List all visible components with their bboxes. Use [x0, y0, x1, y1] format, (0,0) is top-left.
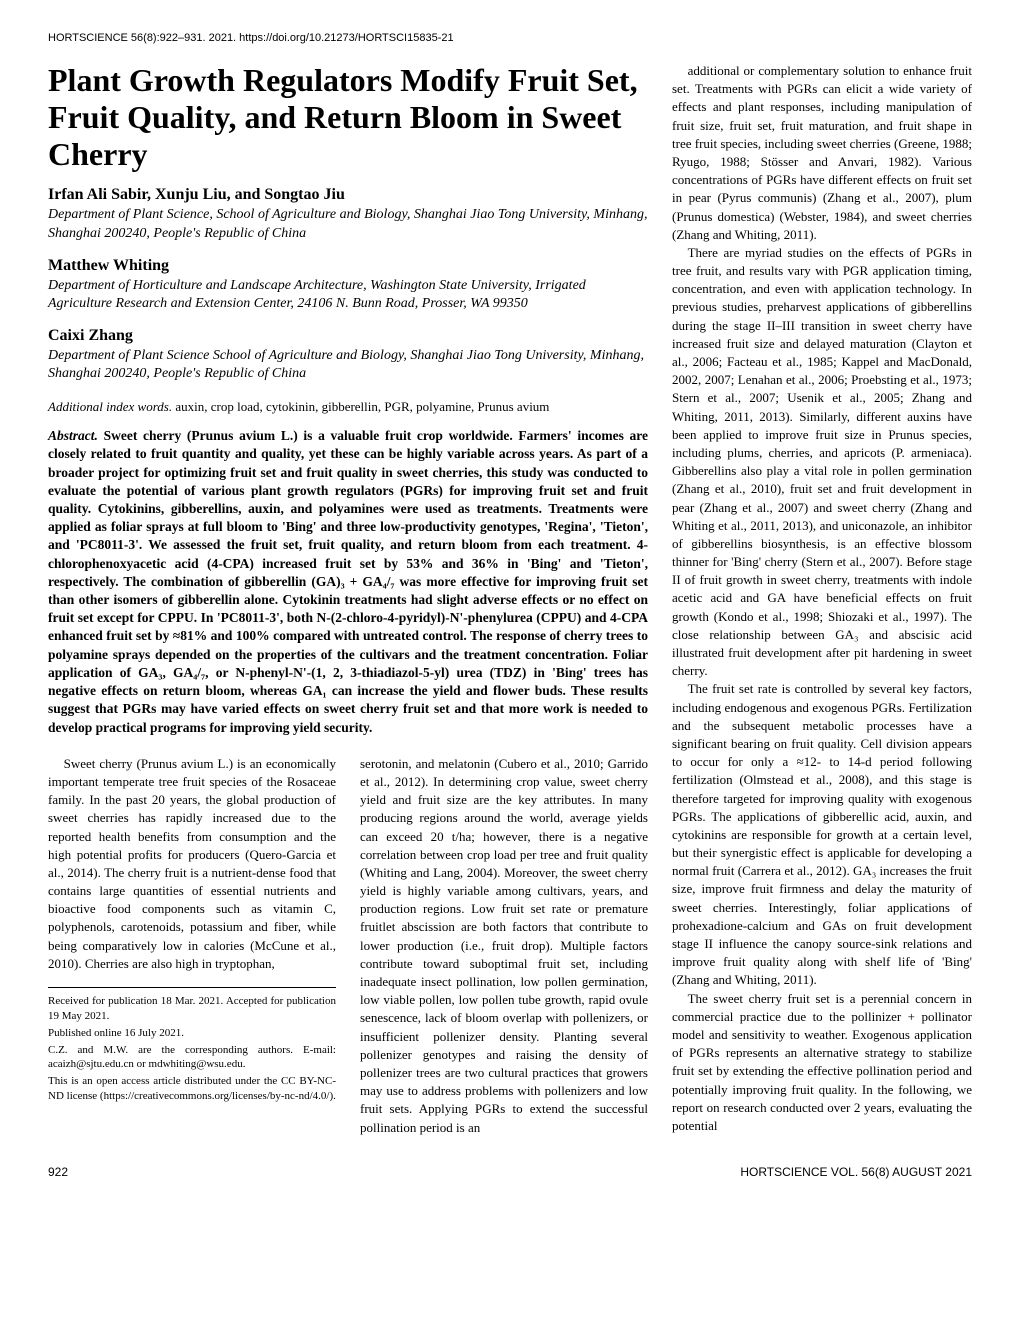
body-columns: Sweet cherry (Prunus avium L.) is an eco… — [48, 755, 648, 1137]
author-names: Caixi Zhang — [48, 327, 648, 345]
abstract-label: Abstract. — [48, 428, 98, 443]
keywords: Additional index words. auxin, crop load… — [48, 398, 648, 416]
author-affiliation: Department of Plant Science, School of A… — [48, 206, 648, 242]
author-names: Matthew Whiting — [48, 257, 648, 275]
keywords-text: auxin, crop load, cytokinin, gibberellin… — [172, 399, 549, 414]
author-block-1: Irfan Ali Sabir, Xunju Liu, and Songtao … — [48, 186, 648, 242]
author-names: Irfan Ali Sabir, Xunju Liu, and Songtao … — [48, 186, 648, 204]
body-paragraph: The sweet cherry fruit set is a perennia… — [672, 990, 972, 1136]
author-block-2: Matthew Whiting Department of Horticultu… — [48, 257, 648, 313]
author-block-3: Caixi Zhang Department of Plant Science … — [48, 327, 648, 383]
body-paragraph: Sweet cherry (Prunus avium L.) is an eco… — [48, 755, 336, 973]
page-number: 922 — [48, 1165, 68, 1179]
body-paragraph: additional or complementary solution to … — [672, 62, 972, 244]
body-paragraph: The fruit set rate is controlled by seve… — [672, 680, 972, 989]
article-title: Plant Growth Regulators Modify Fruit Set… — [48, 62, 648, 172]
footnote-license: This is an open access article distribut… — [48, 1074, 336, 1104]
body-paragraph: serotonin, and melatonin (Cubero et al.,… — [360, 755, 648, 1137]
body-paragraph: There are myriad studies on the effects … — [672, 244, 972, 681]
keywords-label: Additional index words. — [48, 399, 172, 414]
author-affiliation: Department of Horticulture and Landscape… — [48, 277, 648, 313]
author-affiliation: Department of Plant Science School of Ag… — [48, 347, 648, 383]
right-column: additional or complementary solution to … — [672, 62, 972, 1137]
footnote-published: Published online 16 July 2021. — [48, 1026, 336, 1041]
footnote-corresponding: C.Z. and M.W. are the corresponding auth… — [48, 1043, 336, 1073]
footer-journal: HORTSCIENCE VOL. 56(8) AUGUST 2021 — [740, 1165, 972, 1179]
abstract: Abstract. Sweet cherry (Prunus avium L.)… — [48, 427, 648, 737]
footnotes: Received for publication 18 Mar. 2021. A… — [48, 987, 336, 1104]
page-footer: 922 HORTSCIENCE VOL. 56(8) AUGUST 2021 — [48, 1165, 972, 1179]
journal-header: HORTSCIENCE 56(8):922–931. 2021. https:/… — [48, 32, 972, 44]
abstract-body: Sweet cherry (Prunus avium L.) is a valu… — [48, 428, 648, 735]
footnote-received: Received for publication 18 Mar. 2021. A… — [48, 994, 336, 1024]
